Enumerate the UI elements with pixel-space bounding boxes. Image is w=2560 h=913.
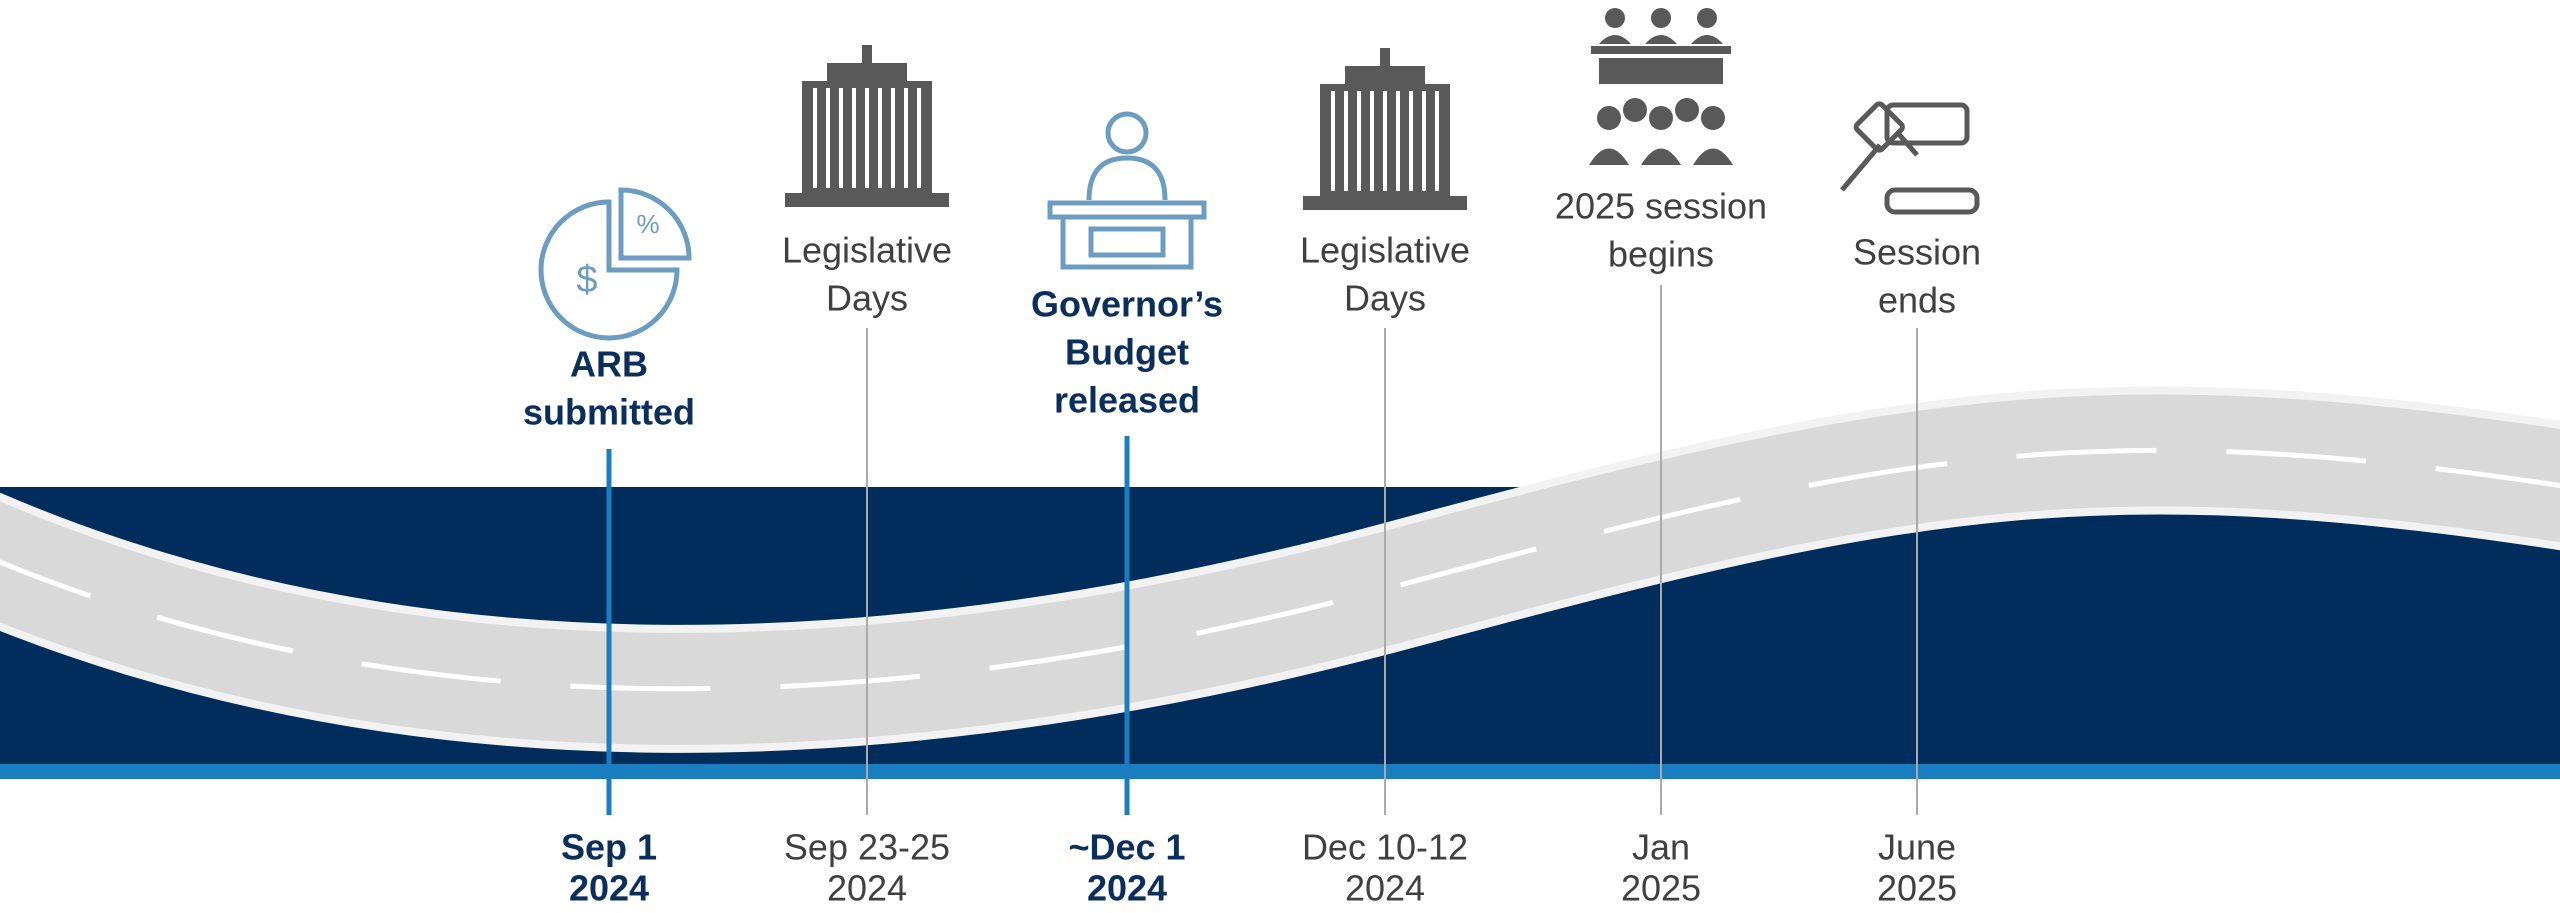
milestone-date: Sep 1: [561, 827, 657, 868]
milestone-date: ~Dec 1: [1068, 827, 1185, 868]
timeline: $ % ARBsubmittedSep 12024LegislativeDays…: [0, 0, 2560, 913]
svg-text:$: $: [576, 259, 597, 301]
milestone-label: ARB: [570, 344, 648, 385]
milestone-label: released: [1054, 380, 1200, 421]
milestone-date: 2024: [1087, 868, 1167, 909]
icon-session: [1589, 8, 1733, 165]
milestone-label: Budget: [1065, 332, 1189, 373]
milestone-date: Sep 23-25: [784, 827, 950, 868]
milestone-date: 2025: [1877, 868, 1957, 909]
milestone-label: Days: [1344, 278, 1426, 319]
milestone-label: Days: [826, 278, 908, 319]
svg-text:%: %: [636, 209, 659, 239]
milestone-date: June: [1878, 827, 1956, 868]
milestone-date: 2024: [569, 868, 649, 909]
milestone-label: Governor’s: [1031, 284, 1223, 325]
milestone-date: 2024: [1345, 868, 1425, 909]
icon-gavel: [1842, 102, 1977, 212]
stripe: [0, 764, 2560, 779]
milestone-label: Session: [1853, 232, 1981, 273]
milestone-label: begins: [1608, 234, 1714, 275]
icon-budget: $ %: [541, 190, 689, 338]
icon-capitol: [1303, 48, 1467, 210]
milestone-date: 2024: [827, 868, 907, 909]
milestone-label: Legislative: [782, 230, 952, 271]
icon-governor: [1050, 114, 1204, 267]
milestone-label: Legislative: [1300, 230, 1470, 271]
milestone-date: 2025: [1621, 868, 1701, 909]
milestone-label: 2025 session: [1555, 186, 1767, 227]
milestone-date: Jan: [1632, 827, 1690, 868]
milestone-date: Dec 10-12: [1302, 827, 1468, 868]
icon-capitol: [785, 45, 949, 207]
milestone-label: submitted: [523, 392, 695, 433]
milestone-label: ends: [1878, 280, 1956, 321]
